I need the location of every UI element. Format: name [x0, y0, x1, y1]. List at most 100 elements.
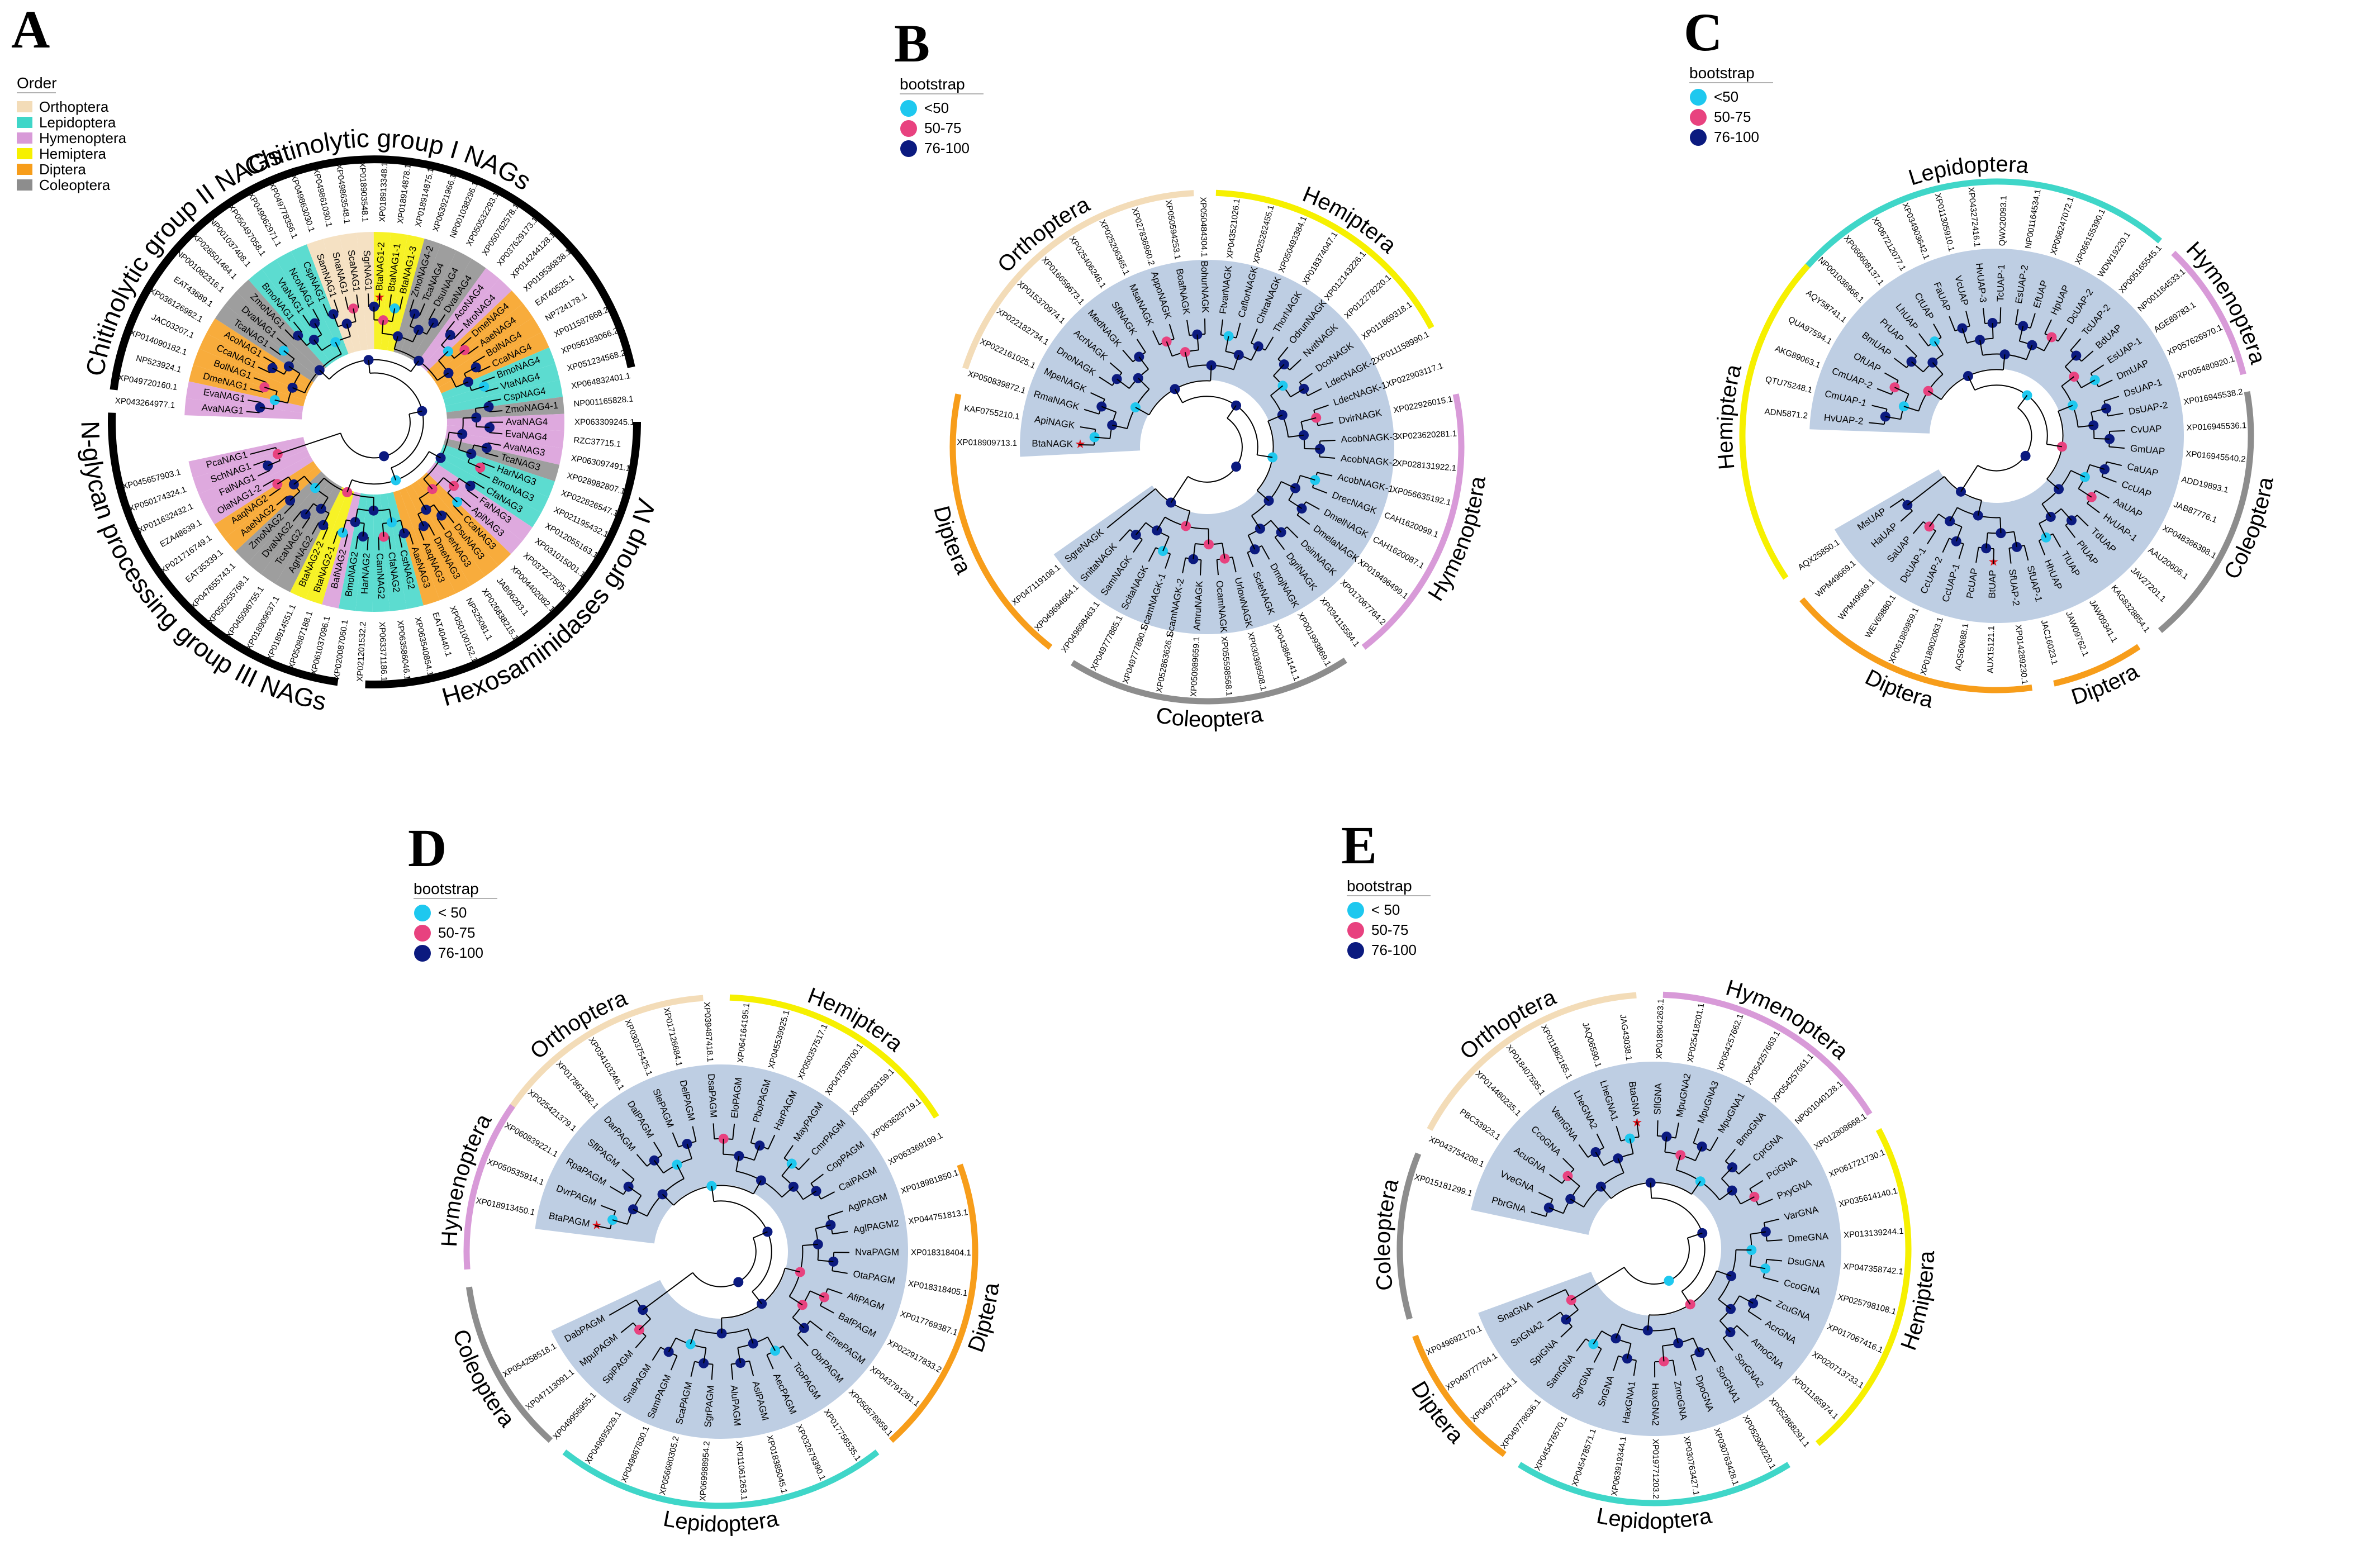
accession-label: XP018914875.1 — [414, 167, 436, 228]
tree-branch — [2090, 364, 2105, 374]
accession-label: NP001040128.1 — [1793, 1079, 1845, 1126]
group-label: Lepidoptera — [661, 1506, 781, 1537]
tree-branch — [1222, 543, 1225, 559]
tree-branch — [1932, 362, 1944, 375]
tree-branch — [1182, 558, 1186, 573]
tree-branch — [1187, 417, 1243, 483]
tree-branch — [1977, 500, 1983, 516]
bootstrap-node — [1664, 1276, 1674, 1286]
group-arc — [962, 190, 1194, 370]
tree-branch — [319, 369, 330, 380]
tree-branch — [332, 531, 339, 544]
tree-branch — [1593, 1330, 1603, 1344]
tree-branch — [1274, 536, 1285, 550]
accession-label: XP049779254.1 — [1469, 1376, 1519, 1424]
accession-label: AQS60688.1 — [1954, 622, 1971, 672]
tree-branch — [1094, 436, 1110, 439]
tree-branch — [1138, 378, 1150, 390]
group-arc — [1517, 1462, 1791, 1506]
tree-branch — [2061, 376, 2075, 387]
tree-branch — [1626, 1343, 1632, 1359]
tree-branch — [302, 517, 311, 529]
tree-branch — [653, 1160, 664, 1173]
accession-label: XP056635192.1 — [1391, 485, 1452, 508]
tree-branch — [293, 321, 303, 333]
tree-branch — [1299, 373, 1313, 383]
accession-label: XP012278220.1 — [1343, 273, 1393, 321]
tree-branch — [250, 446, 276, 455]
accession-label: XP069988954.2 — [698, 1441, 712, 1501]
accession-label: XP049698463.1 — [1060, 600, 1102, 654]
group-arc — [465, 1286, 553, 1443]
tree-branch — [1918, 333, 1929, 346]
tree-branch — [400, 520, 405, 534]
group-label: Hymenoptera — [2182, 237, 2270, 367]
tree-branch — [1307, 388, 1322, 397]
tree-branch — [1319, 439, 1336, 442]
tree-branch — [293, 476, 305, 485]
tree-branch — [749, 1361, 754, 1376]
tree-branch — [782, 1346, 792, 1359]
tree-branch — [1694, 1146, 1703, 1161]
tree-branch — [1286, 526, 1299, 539]
highlight-star-icon: ★ — [591, 1218, 602, 1232]
tree-branch — [1099, 376, 1113, 386]
order-wedge — [435, 457, 541, 527]
accession-label: XP044751813.1 — [908, 1208, 968, 1227]
tree-branch — [441, 334, 451, 346]
tree-branch — [250, 388, 263, 393]
accession-label: QTU75248.1 — [1764, 374, 1813, 395]
tree-branch — [1277, 346, 1289, 360]
legend-label: 50-75 — [924, 120, 962, 136]
tree-branch — [1220, 319, 1224, 335]
tree-branch — [810, 1290, 825, 1298]
accession-label: EAT40440.1 — [430, 611, 453, 658]
tree-branch — [809, 1320, 823, 1331]
tree-branch — [686, 1143, 692, 1159]
accession-label: XP043864141.1 — [1271, 622, 1301, 682]
tree-branch — [1949, 507, 1958, 522]
tree-branch — [1740, 1196, 1755, 1205]
accession-label: XP034115584.1 — [1318, 596, 1361, 649]
accession-label: XP027836960.2 — [1130, 206, 1157, 267]
tree-branch — [2023, 545, 2029, 561]
accession-label: XP049956955.1 — [551, 1390, 598, 1442]
tree-branch — [832, 1231, 848, 1235]
accession-label: XP049777764.1 — [1444, 1351, 1499, 1392]
tree-branch — [1903, 406, 1919, 412]
tree-branch — [1193, 543, 1196, 559]
group-arc — [2158, 391, 2254, 633]
order-wedge — [372, 494, 390, 612]
accession-label: XP020087060.1 — [332, 619, 350, 680]
accession-label: XP019496499.1 — [1356, 557, 1410, 601]
accession-label: XP001993869.1 — [1295, 611, 1333, 668]
leaf-label: HaxGNA2 — [1650, 1383, 1661, 1426]
legend-label: <50 — [1714, 88, 1738, 105]
tree-branch — [1884, 372, 1899, 381]
tree-branch — [482, 376, 495, 382]
tree-branch — [1719, 1190, 1733, 1201]
leaf-label: BohurNAGK — [1199, 260, 1211, 313]
tree-branch — [2039, 523, 2047, 538]
tree-branch — [670, 1355, 678, 1371]
tree-branch — [1267, 414, 1283, 422]
tree-branch — [1531, 1211, 1546, 1217]
tree-branch — [1186, 320, 1190, 336]
tree-branch — [832, 1270, 848, 1274]
accession-label: XP028131922.1 — [1396, 459, 1457, 473]
accession-label: AQY58741.1 — [1804, 288, 1849, 325]
accession-label: XP060363159.1 — [848, 1067, 896, 1117]
tree-branch — [427, 523, 435, 536]
accession-label: XP066155390.1 — [2073, 207, 2107, 266]
tree-branch — [1109, 362, 1123, 374]
tree-branch — [609, 1299, 637, 1316]
tree-branch — [1885, 416, 1901, 420]
tree-branch — [1907, 476, 1945, 506]
tree-branch — [473, 444, 487, 449]
tree-branch — [389, 294, 392, 308]
tree-branch — [785, 1267, 801, 1273]
group-arc — [1794, 178, 2163, 282]
tree-branch — [1629, 1138, 1634, 1154]
tree-branch — [692, 1126, 697, 1142]
tree-branch — [1236, 322, 1241, 339]
